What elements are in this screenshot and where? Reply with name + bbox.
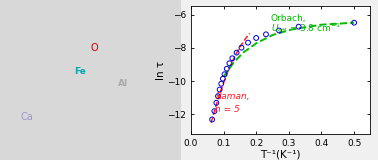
Y-axis label: ln τ: ln τ <box>156 61 166 80</box>
Point <box>209 118 215 121</box>
Text: Fe: Fe <box>74 67 86 76</box>
Text: $U_{\rm eff}$ = 3.8 cm$^{-1}$: $U_{\rm eff}$ = 3.8 cm$^{-1}$ <box>271 22 341 36</box>
Point <box>296 25 302 28</box>
Point <box>211 110 217 112</box>
Text: Orbach,: Orbach, <box>271 14 307 23</box>
X-axis label: T⁻¹(K⁻¹): T⁻¹(K⁻¹) <box>260 150 301 160</box>
Point <box>253 37 259 39</box>
Point <box>213 102 219 104</box>
Text: O: O <box>91 43 98 53</box>
Text: Al: Al <box>118 79 129 88</box>
Point <box>215 95 221 97</box>
Text: n = 5: n = 5 <box>215 105 240 114</box>
Point <box>220 77 226 80</box>
Point <box>263 33 269 36</box>
Point <box>234 51 240 54</box>
Point <box>226 62 232 64</box>
Point <box>218 82 224 85</box>
Point <box>245 41 251 44</box>
Point <box>222 73 228 76</box>
Point <box>276 29 282 32</box>
Point <box>239 46 245 49</box>
Text: Ca: Ca <box>21 112 34 122</box>
Point <box>224 68 230 70</box>
Text: Raman,: Raman, <box>215 92 250 101</box>
Point <box>217 88 223 91</box>
Point <box>351 21 357 24</box>
Point <box>229 57 235 60</box>
